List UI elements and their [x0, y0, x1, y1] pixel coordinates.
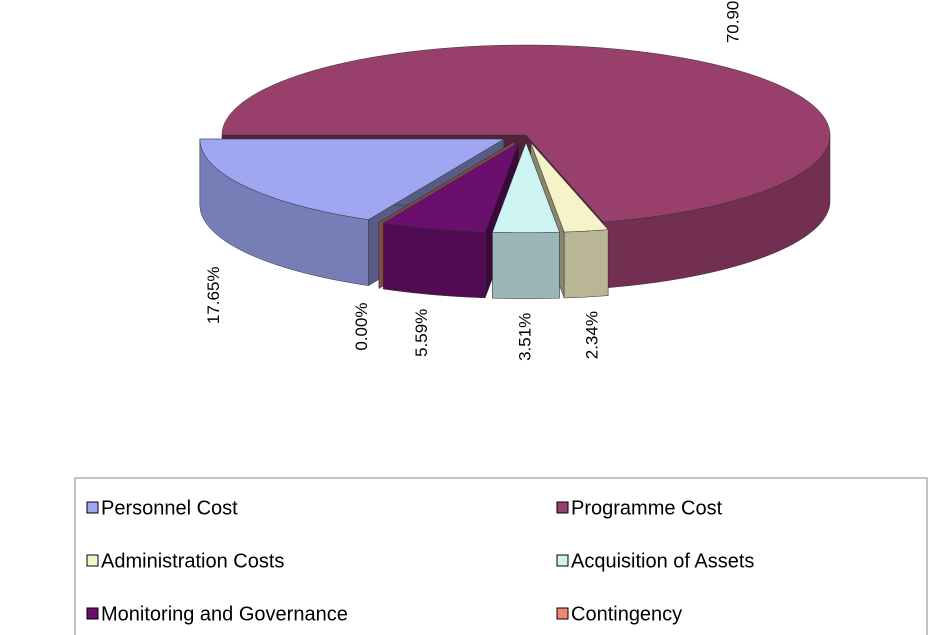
- slice-top: [382, 141, 520, 233]
- legend-swatch: [556, 607, 569, 620]
- slice-top: [378, 141, 515, 223]
- legend-swatch: [86, 607, 99, 620]
- slice-wall: [492, 231, 560, 299]
- slice: [492, 141, 560, 299]
- data-label: 0.00%: [352, 302, 371, 350]
- data-label: 2.34%: [582, 311, 601, 359]
- slice-top: [221, 44, 831, 223]
- legend-label: Programme Cost: [571, 497, 723, 519]
- legend-label: Monitoring and Governance: [101, 603, 348, 625]
- legend-box: [74, 477, 928, 635]
- slice-wall: [563, 229, 609, 299]
- legend-label: Personnel Cost: [101, 497, 238, 519]
- data-label: 70.90%: [723, 0, 742, 43]
- legend-swatch: [556, 554, 569, 567]
- slice-top: [530, 142, 609, 233]
- slice-top: [492, 141, 560, 233]
- legend-label: Administration Costs: [101, 550, 284, 572]
- legend-label: Contingency: [571, 603, 682, 625]
- data-label: 5.59%: [412, 309, 431, 357]
- legend-swatch: [556, 501, 569, 514]
- legend-swatch: [86, 554, 99, 567]
- data-label: 17.65%: [204, 266, 223, 324]
- legend-label: Acquisition of Assets: [571, 550, 754, 572]
- slice-top: [199, 138, 505, 220]
- legend-swatch: [86, 501, 99, 514]
- slice-wall: [382, 222, 486, 299]
- data-label: 3.51%: [515, 313, 534, 361]
